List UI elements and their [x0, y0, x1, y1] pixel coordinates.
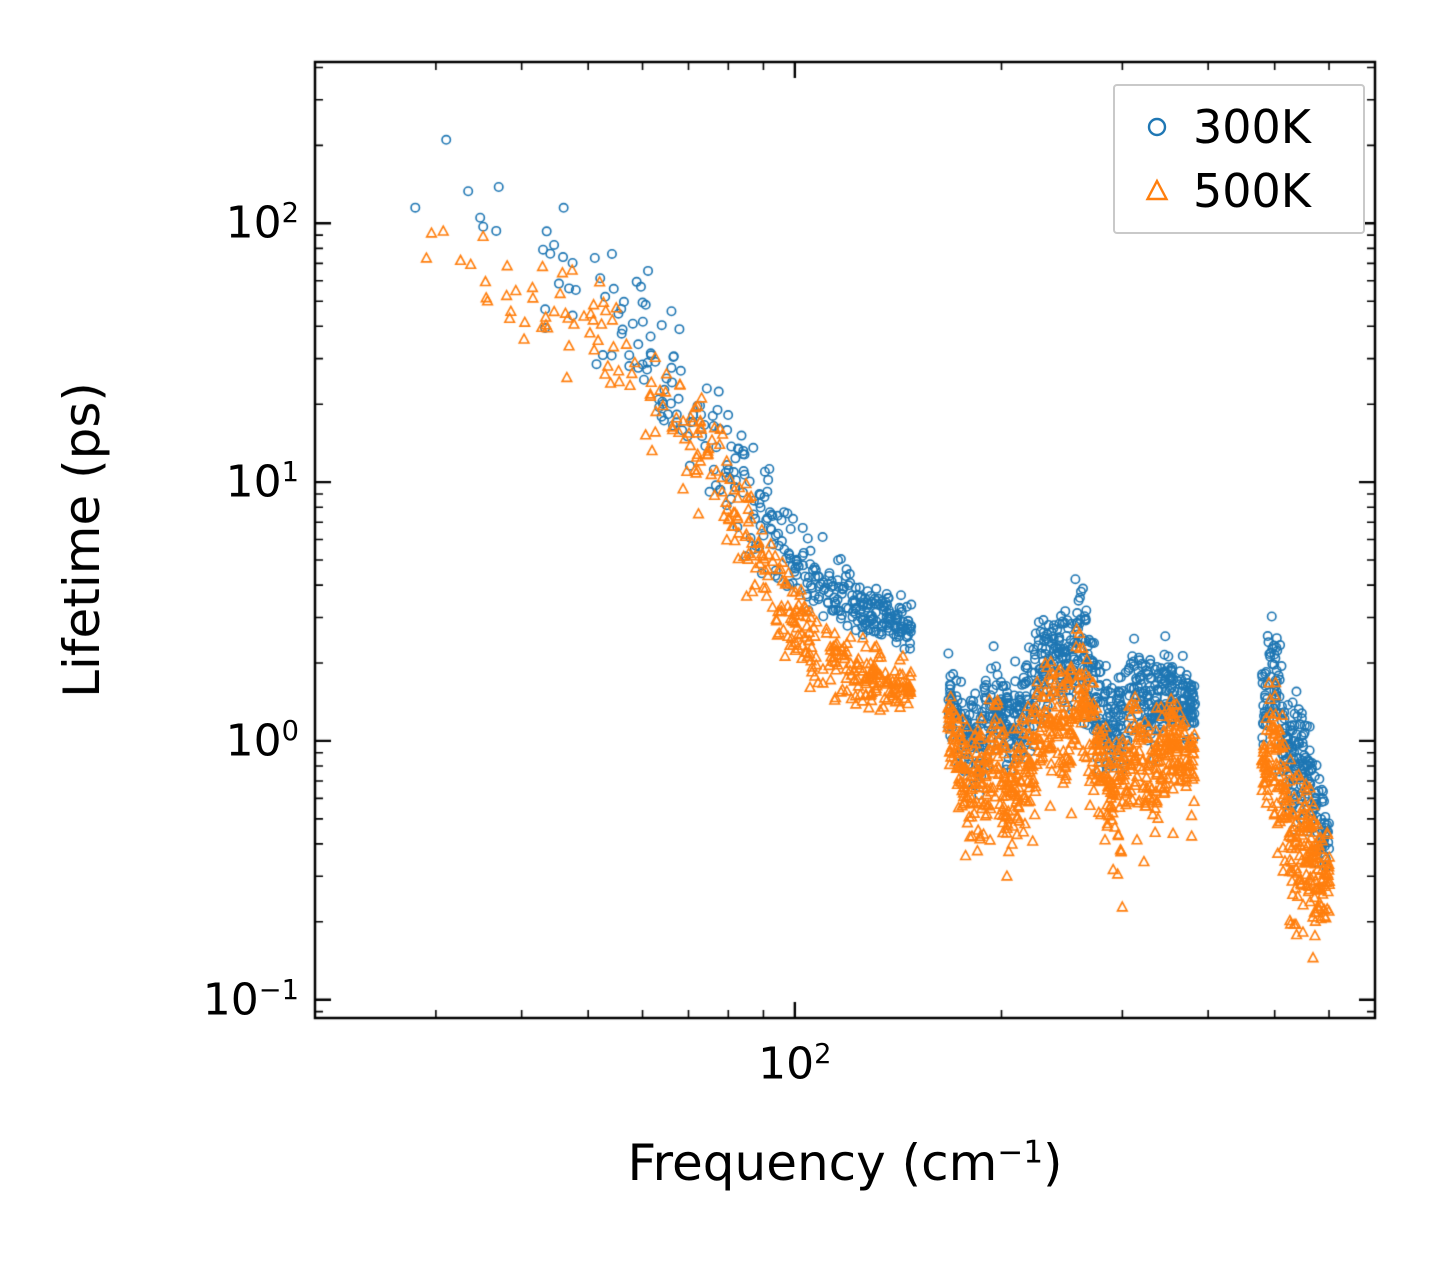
circle-marker-icon: [1147, 117, 1167, 137]
legend-item-300k: 300K: [1115, 96, 1363, 158]
tick-exponent: 0: [281, 715, 299, 747]
tick-base: 10: [225, 456, 282, 508]
tick-exponent: −1: [258, 974, 299, 1006]
legend-label-500k: 500K: [1193, 164, 1311, 218]
tick-base: 10: [202, 974, 259, 1026]
tick-base: 10: [758, 1038, 815, 1090]
legend: 300K 500K: [1113, 84, 1365, 234]
tick-exponent: 2: [814, 1038, 832, 1070]
tick-base: 10: [225, 197, 282, 249]
y-axis-title: Lifetime (ps): [53, 382, 111, 698]
triangle-marker-icon: [1145, 178, 1169, 201]
x-axis-title: Frequency (cm−1): [627, 1134, 1062, 1192]
legend-item-500k: 500K: [1115, 160, 1363, 222]
tick-exponent: 1: [281, 456, 299, 488]
legend-label-300k: 300K: [1193, 100, 1311, 154]
tick-exponent: 2: [281, 198, 299, 230]
y-tick-label-1e0: 100: [226, 715, 299, 766]
x-axis-title-close: ): [1043, 1134, 1063, 1192]
y-tick-label-1e2: 102: [226, 198, 299, 249]
x-tick-label-1e2: 102: [758, 1039, 831, 1090]
x-axis-title-text: Frequency (cm: [627, 1134, 998, 1192]
y-tick-label-1e-1: 10−1: [203, 974, 299, 1025]
y-tick-label-1e1: 101: [226, 457, 299, 508]
x-axis-title-exponent: −1: [997, 1134, 1044, 1171]
tick-base: 10: [225, 715, 282, 767]
